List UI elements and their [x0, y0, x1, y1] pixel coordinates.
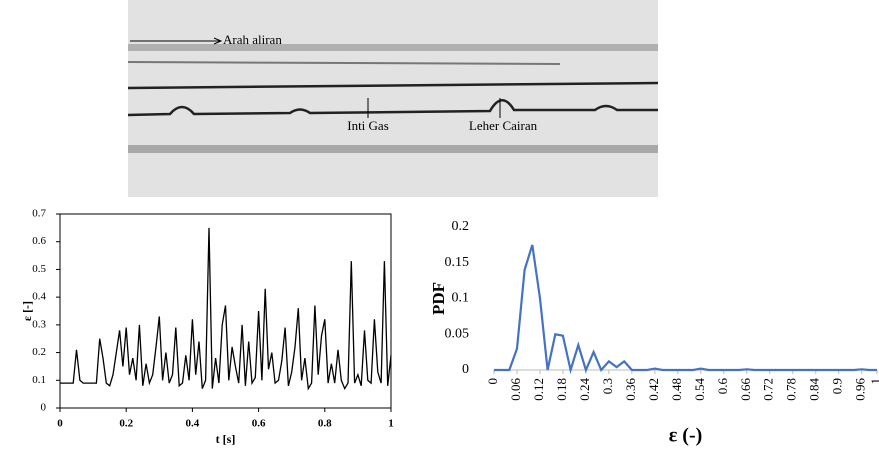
x-tick-label: 0.12 — [531, 378, 546, 401]
data-line — [494, 244, 877, 375]
annotation: Inti Gas — [347, 118, 389, 133]
annotation: Arah aliran — [223, 32, 282, 47]
x-tick-label: 0.66 — [738, 378, 753, 401]
x-tick-label: 0 — [485, 378, 500, 385]
x-tick-label: 0.6 — [715, 378, 730, 395]
gas-core — [127, 99, 658, 117]
annotation: Leher Cairan — [469, 118, 538, 133]
x-tick-label: 0.84 — [807, 378, 822, 401]
x-tick-label: 0.96 — [853, 378, 868, 401]
x-tick-label: 0.06 — [508, 378, 523, 401]
x-tick-label: 0.4 — [186, 418, 200, 430]
arrow-head — [213, 37, 223, 45]
x-tick-label: 0.8 — [318, 418, 332, 430]
y-tick-label: 0.3 — [32, 318, 46, 330]
x-tick-label: 0.3 — [600, 378, 615, 394]
x-tick-label: 0.78 — [784, 378, 799, 401]
tube-line — [127, 81, 659, 90]
x-tick-label: 0.36 — [623, 378, 638, 401]
x-axis-label: ε (-) — [669, 425, 703, 447]
y-tick-label: 0.5 — [32, 263, 46, 275]
y-tick-label: 0.4 — [32, 291, 46, 303]
plot-frame — [59, 213, 392, 409]
y-tick-label: 0.6 — [32, 235, 46, 247]
x-tick-label: 1 — [868, 378, 879, 385]
x-tick-label: 1 — [388, 418, 394, 430]
y-tick-label: 0.1 — [32, 374, 46, 386]
tube-wall — [128, 145, 658, 153]
tube-wall — [128, 44, 658, 51]
photo-bg — [128, 0, 658, 197]
y-tick-label: 0.1 — [452, 291, 470, 306]
x-tick-label: 0.6 — [252, 418, 266, 430]
x-tick-label: 0.24 — [577, 378, 592, 401]
y-tick-label: 0 — [41, 402, 47, 414]
tube-line — [127, 61, 561, 65]
x-tick-label: 0.9 — [830, 378, 845, 394]
data-line — [60, 227, 392, 391]
y-tick-label: 0.2 — [452, 219, 470, 234]
x-tick-label: 0.18 — [554, 378, 569, 401]
x-tick-label: 0 — [57, 418, 63, 430]
photo: Arah aliran Inti Gas Leher Cairan — [127, 0, 659, 197]
x-axis-label: t [s] — [216, 432, 236, 446]
x-tick-label: 0.72 — [761, 378, 776, 401]
y-axis-label: PDF — [429, 282, 448, 315]
y-tick-label: 0.2 — [32, 346, 46, 358]
y-tick-label: 0 — [462, 362, 469, 377]
x-tick-label: 0.54 — [692, 378, 707, 401]
y-tick-label: 0.05 — [445, 326, 470, 341]
x-tick-label: 0.48 — [669, 378, 684, 401]
y-tick-label: 0.7 — [32, 208, 46, 220]
x-tick-label: 0.42 — [646, 378, 661, 401]
y-axis-label: ε [-] — [20, 301, 34, 321]
y-tick-label: 0.15 — [445, 255, 470, 270]
x-tick-label: 0.2 — [119, 418, 133, 430]
